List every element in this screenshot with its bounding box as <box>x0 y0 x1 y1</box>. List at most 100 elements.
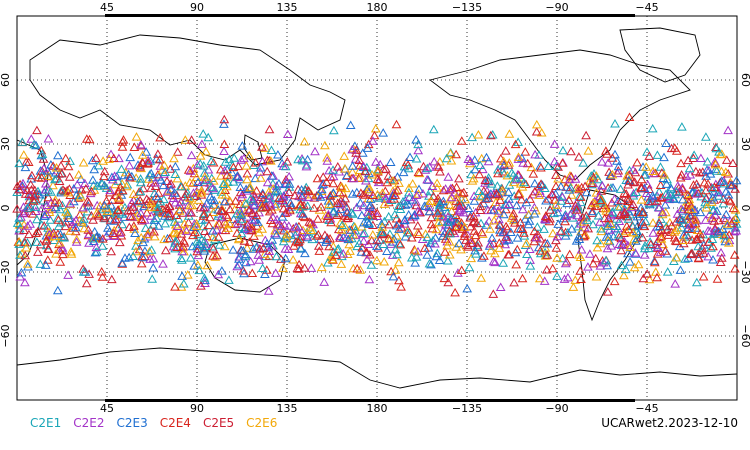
marker-c2e2 <box>257 156 268 166</box>
marker-c2e1 <box>198 160 209 170</box>
marker-c2e3 <box>338 232 349 241</box>
marker-c2e5 <box>83 225 94 234</box>
marker-c2e6 <box>336 182 347 191</box>
marker-c2e3 <box>285 198 296 207</box>
marker-c2e4 <box>698 271 709 281</box>
marker-c2e3 <box>99 200 110 210</box>
marker-c2e1 <box>366 260 377 269</box>
marker-c2e4 <box>695 245 706 255</box>
marker-c2e5 <box>657 225 667 234</box>
marker-c2e4 <box>511 259 522 269</box>
marker-c2e5 <box>629 177 640 186</box>
marker-c2e2 <box>41 209 52 219</box>
marker-c2e4 <box>439 273 450 283</box>
marker-c2e3 <box>40 260 51 269</box>
marker-c2e5 <box>561 182 572 191</box>
marker-c2e6 <box>446 155 457 165</box>
marker-c2e1 <box>483 172 494 182</box>
marker-c2e3 <box>454 238 464 248</box>
marker-c2e4 <box>313 229 324 239</box>
marker-c2e5 <box>27 170 37 180</box>
marker-c2e4 <box>41 236 52 245</box>
marker-c2e2 <box>670 279 681 288</box>
marker-c2e2 <box>657 207 668 216</box>
marker-c2e3 <box>343 234 354 244</box>
marker-c2e2 <box>207 183 218 193</box>
marker-c2e3 <box>529 178 540 188</box>
marker-c2e2 <box>219 165 230 175</box>
marker-c2e4 <box>97 272 108 281</box>
marker-c2e3 <box>342 207 352 216</box>
marker-c2e2 <box>200 174 211 184</box>
marker-c2e1 <box>404 187 414 197</box>
marker-c2e1 <box>241 199 251 208</box>
marker-c2e4 <box>652 196 663 205</box>
marker-c2e6 <box>265 156 276 165</box>
marker-c2e3 <box>199 246 210 255</box>
marker-c2e6 <box>607 169 618 179</box>
marker-c2e5 <box>99 166 110 176</box>
marker-c2e3 <box>158 180 169 190</box>
marker-c2e1 <box>140 223 151 232</box>
marker-c2e2 <box>723 125 733 135</box>
marker-c2e6 <box>196 187 207 197</box>
marker-c2e6 <box>202 260 213 270</box>
marker-c2e1 <box>146 245 157 254</box>
marker-c2e2 <box>43 133 54 143</box>
marker-c2e1 <box>37 170 48 179</box>
marker-c2e3 <box>608 182 618 192</box>
marker-c2e5 <box>214 218 224 228</box>
marker-c2e1 <box>558 145 568 155</box>
marker-c2e6 <box>174 206 185 215</box>
marker-c2e6 <box>390 265 401 274</box>
marker-c2e2 <box>495 282 506 291</box>
marker-c2e1 <box>92 247 102 256</box>
marker-c2e3 <box>716 176 727 185</box>
marker-c2e5 <box>33 247 43 256</box>
marker-c2e2 <box>358 236 369 245</box>
marker-c2e1 <box>170 169 181 178</box>
marker-c2e5 <box>285 205 295 215</box>
marker-c2e1 <box>376 227 387 236</box>
marker-c2e2 <box>142 231 153 241</box>
marker-c2e4 <box>222 170 232 179</box>
marker-c2e6 <box>195 151 206 160</box>
marker-c2e2 <box>71 237 82 246</box>
marker-c2e5 <box>616 245 627 255</box>
marker-c2e3 <box>103 223 113 232</box>
marker-c2e6 <box>373 165 383 175</box>
marker-c2e2 <box>363 207 373 216</box>
marker-c2e5 <box>149 226 159 236</box>
marker-c2e5 <box>536 179 546 188</box>
marker-c2e4 <box>517 273 528 283</box>
marker-c2e1 <box>519 231 530 240</box>
marker-c2e3 <box>385 157 396 166</box>
marker-c2e6 <box>573 183 584 193</box>
marker-c2e2 <box>236 192 247 201</box>
marker-c2e3 <box>587 206 598 216</box>
marker-c2e5 <box>645 239 656 249</box>
marker-c2e2 <box>175 197 186 206</box>
marker-c2e2 <box>362 254 372 264</box>
marker-c2e6 <box>63 187 74 197</box>
marker-c2e1 <box>22 203 33 212</box>
marker-c2e6 <box>350 222 360 231</box>
marker-c2e3 <box>631 236 641 245</box>
marker-c2e1 <box>220 157 231 166</box>
marker-c2e2 <box>606 210 616 220</box>
marker-c2e1 <box>148 219 159 229</box>
marker-c2e3 <box>88 175 98 184</box>
marker-c2e6 <box>43 171 54 180</box>
marker-c2e4 <box>335 181 346 190</box>
marker-c2e3 <box>297 209 308 218</box>
marker-c2e2 <box>192 160 203 169</box>
marker-c2e1 <box>471 249 481 258</box>
lat-tick-label-right: −30 <box>739 260 750 283</box>
marker-c2e6 <box>540 243 551 252</box>
marker-c2e1 <box>206 156 217 166</box>
marker-c2e4 <box>649 257 660 267</box>
marker-c2e4 <box>328 178 339 188</box>
marker-c2e4 <box>396 282 406 291</box>
marker-c2e4 <box>372 208 383 217</box>
bottom-axis-segment <box>105 399 635 402</box>
